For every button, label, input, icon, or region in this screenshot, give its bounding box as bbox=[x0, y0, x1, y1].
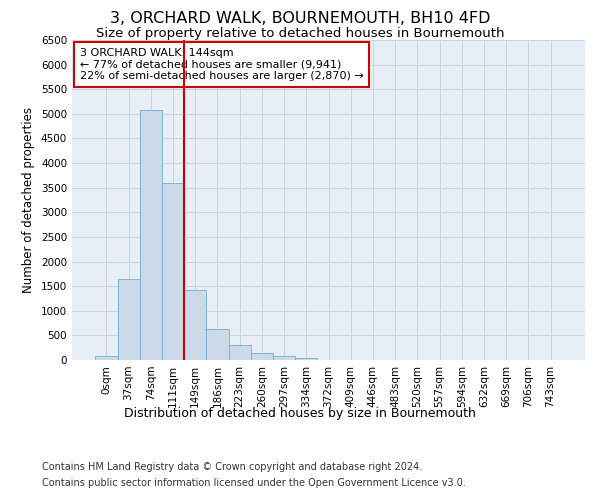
Bar bbox=[184, 290, 206, 360]
Bar bbox=[95, 356, 118, 360]
Bar bbox=[273, 356, 295, 360]
Text: 3 ORCHARD WALK: 144sqm
← 77% of detached houses are smaller (9,941)
22% of semi-: 3 ORCHARD WALK: 144sqm ← 77% of detached… bbox=[80, 48, 364, 81]
Bar bbox=[251, 352, 273, 360]
Text: Contains public sector information licensed under the Open Government Licence v3: Contains public sector information licen… bbox=[42, 478, 466, 488]
Text: Size of property relative to detached houses in Bournemouth: Size of property relative to detached ho… bbox=[96, 28, 504, 40]
Text: Contains HM Land Registry data © Crown copyright and database right 2024.: Contains HM Land Registry data © Crown c… bbox=[42, 462, 422, 472]
Text: Distribution of detached houses by size in Bournemouth: Distribution of detached houses by size … bbox=[124, 408, 476, 420]
Bar bbox=[206, 329, 229, 360]
Y-axis label: Number of detached properties: Number of detached properties bbox=[22, 107, 35, 293]
Bar bbox=[295, 358, 317, 360]
Bar bbox=[118, 279, 140, 360]
Bar bbox=[162, 183, 184, 360]
Text: 3, ORCHARD WALK, BOURNEMOUTH, BH10 4FD: 3, ORCHARD WALK, BOURNEMOUTH, BH10 4FD bbox=[110, 11, 490, 26]
Bar bbox=[229, 345, 251, 360]
Bar bbox=[140, 110, 162, 360]
